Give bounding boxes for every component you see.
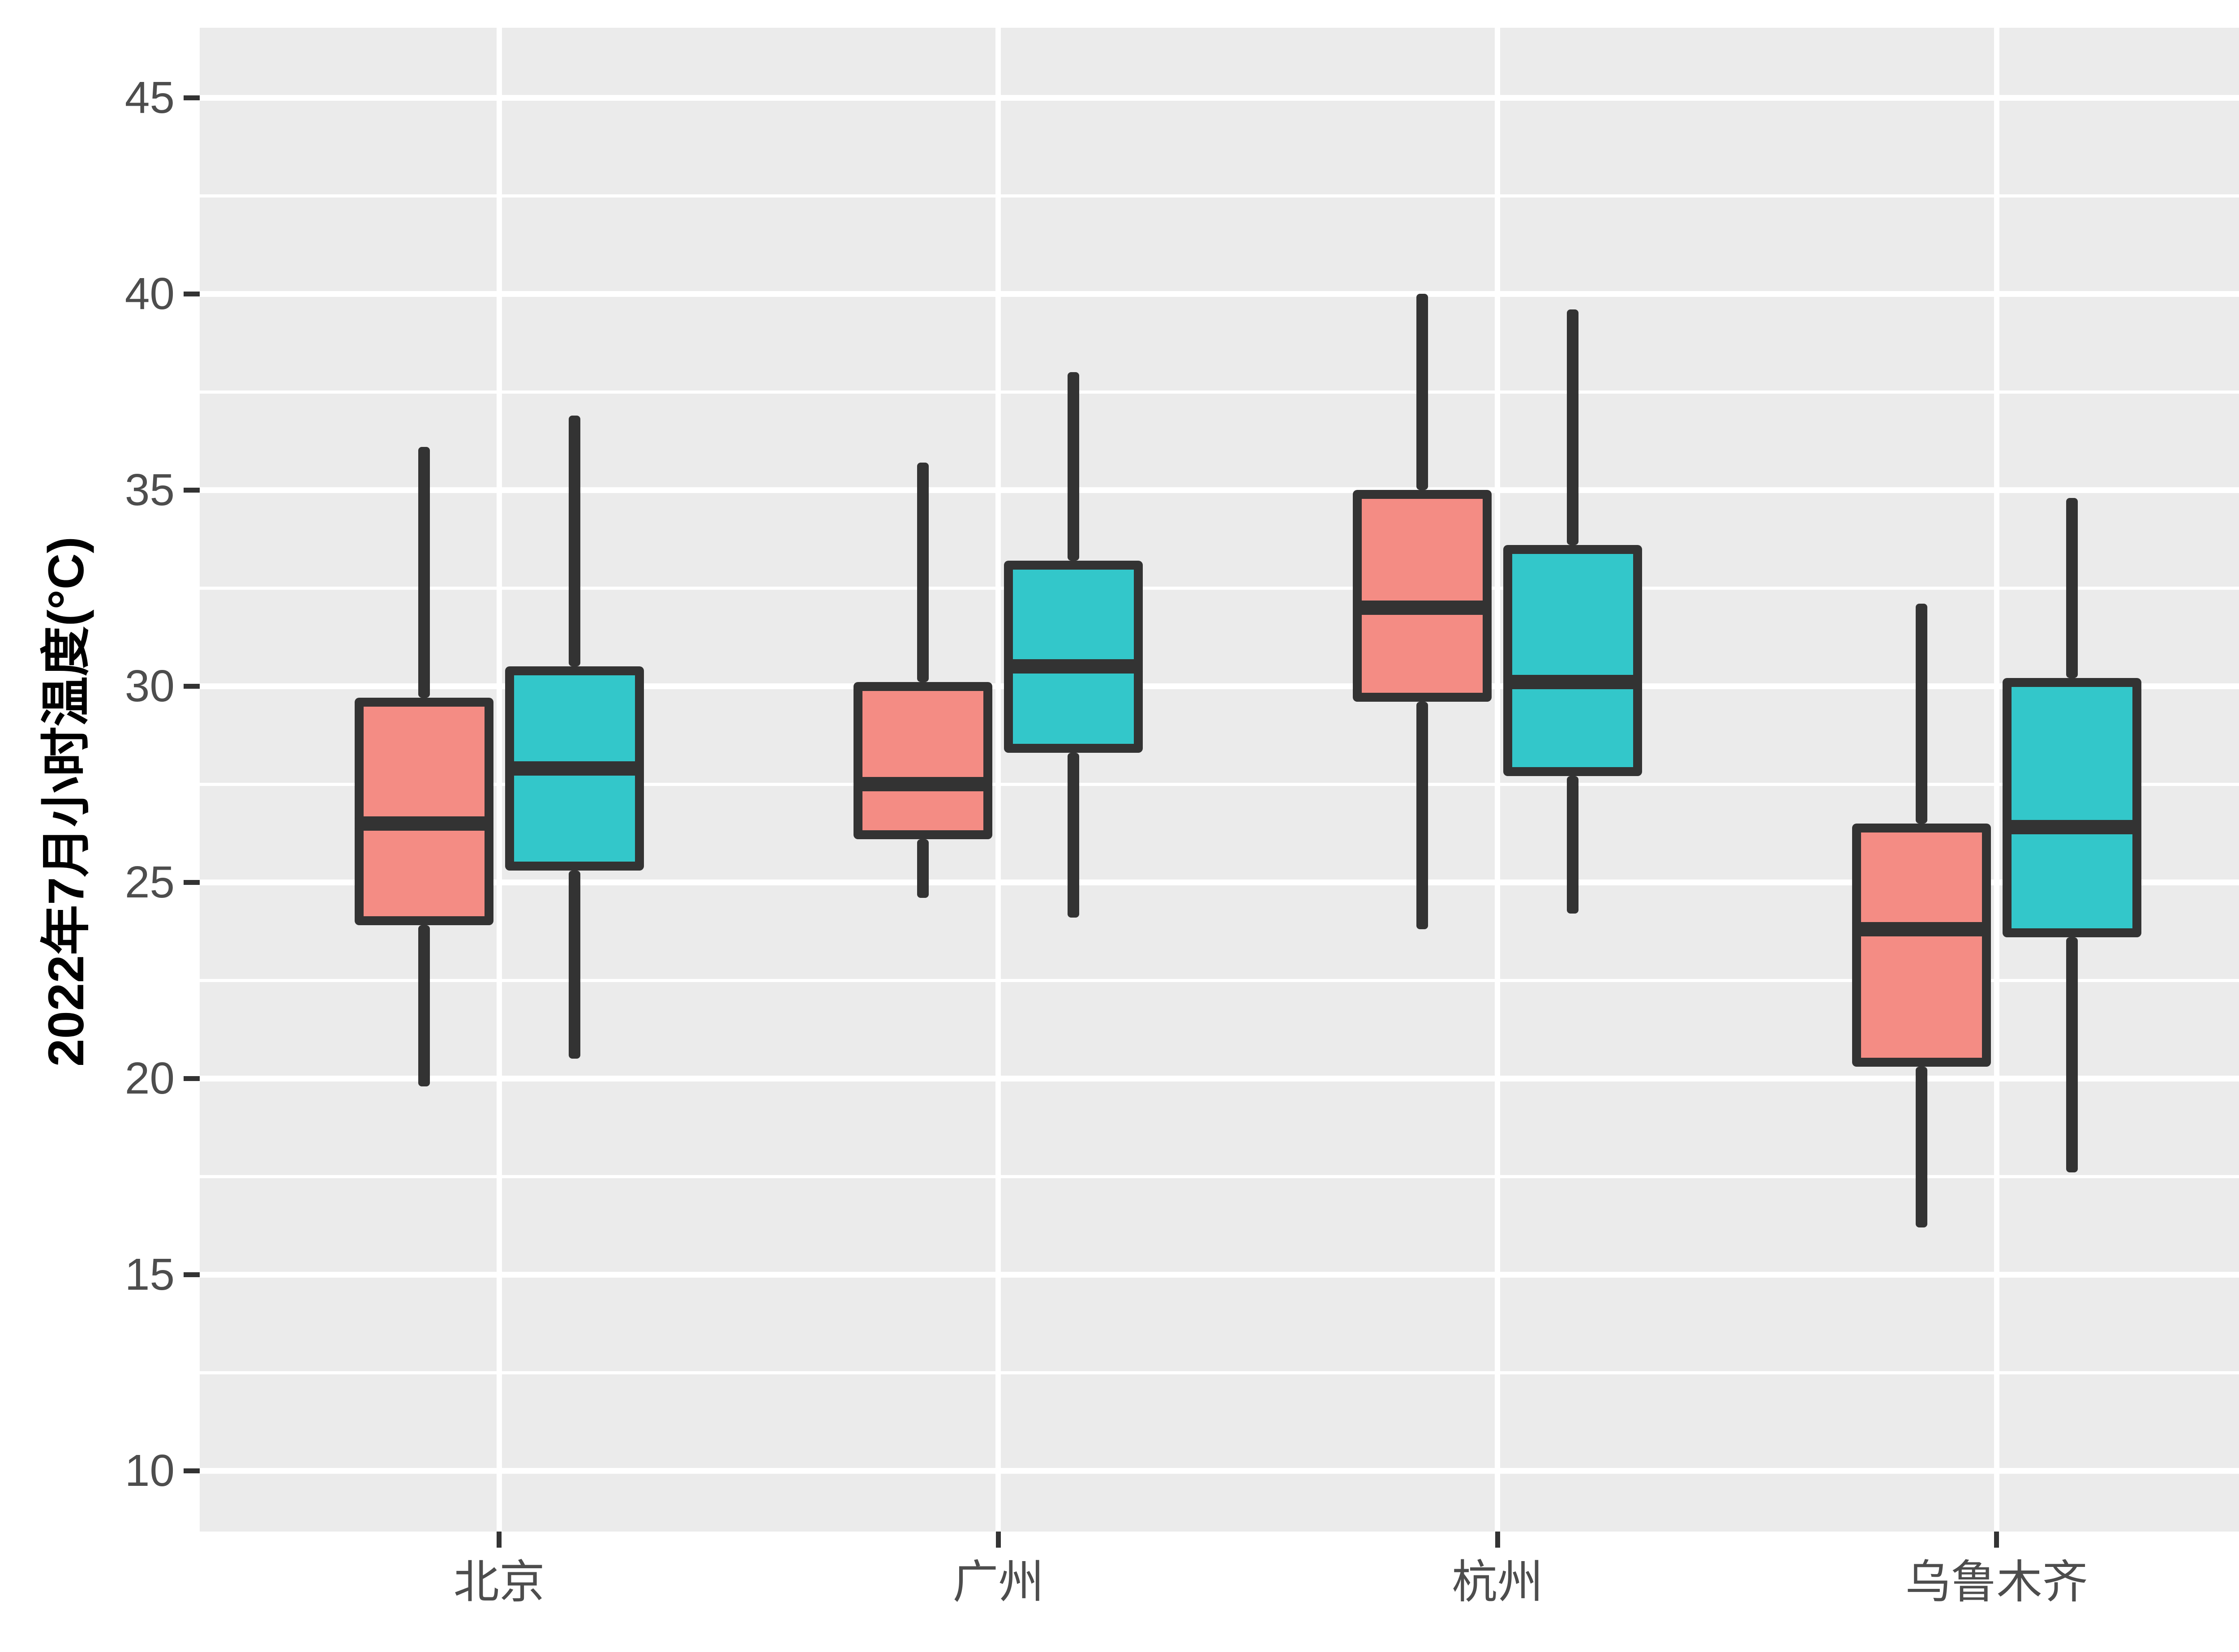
major-gridline-vertical bbox=[496, 28, 502, 1532]
y-tick-mark bbox=[184, 95, 200, 100]
major-gridline bbox=[200, 1271, 2239, 1278]
boxplot-lower-whisker bbox=[1068, 752, 1080, 918]
major-gridline-vertical bbox=[995, 28, 1001, 1532]
minor-gridline bbox=[200, 1175, 2239, 1178]
y-tick-label: 15 bbox=[124, 1249, 175, 1300]
major-gridline bbox=[200, 1075, 2239, 1081]
y-tick-label: 45 bbox=[124, 73, 175, 123]
boxplot-median-line bbox=[1353, 600, 1492, 615]
major-gridline bbox=[200, 291, 2239, 297]
boxplot-box bbox=[1852, 823, 1991, 1067]
minor-gridline bbox=[200, 978, 2239, 982]
x-tick-label: 乌鲁木齐 bbox=[1905, 1558, 2088, 1608]
boxplot-median-line bbox=[1503, 675, 1642, 690]
boxplot-box bbox=[1353, 490, 1492, 702]
minor-gridline bbox=[200, 586, 2239, 590]
y-axis-title: 2022年7月小时温度(°C) bbox=[38, 536, 94, 1067]
x-tick-label: 广州 bbox=[952, 1558, 1044, 1608]
boxplot-box bbox=[354, 698, 493, 926]
boxplot-median-line bbox=[1852, 922, 1991, 937]
boxplot-upper-whisker bbox=[568, 415, 580, 667]
y-tick-label: 35 bbox=[124, 465, 175, 515]
boxplot-lower-whisker bbox=[1416, 702, 1428, 930]
y-tick-label: 10 bbox=[124, 1446, 175, 1496]
y-tick-label: 40 bbox=[124, 269, 175, 319]
boxplot-lower-whisker bbox=[568, 870, 580, 1059]
y-tick-mark bbox=[184, 291, 200, 296]
boxplot-lower-whisker bbox=[1567, 776, 1578, 914]
x-tick-mark bbox=[995, 1532, 1001, 1548]
x-tick-label: 北京 bbox=[453, 1558, 545, 1608]
boxplot-median-line bbox=[1004, 659, 1143, 674]
y-tick-mark bbox=[184, 1272, 200, 1277]
y-tick-mark bbox=[184, 1076, 200, 1081]
boxplot-upper-whisker bbox=[1915, 604, 1927, 824]
boxplot-upper-whisker bbox=[1416, 294, 1428, 490]
boxplot-upper-whisker bbox=[917, 462, 929, 682]
boxplot-upper-whisker bbox=[2066, 498, 2078, 678]
boxplot-upper-whisker bbox=[418, 446, 430, 698]
boxplot-box bbox=[854, 682, 993, 839]
x-tick-mark bbox=[497, 1532, 502, 1548]
major-gridline bbox=[200, 94, 2239, 101]
x-tick-label: 杭州 bbox=[1452, 1558, 1543, 1608]
boxplot-lower-whisker bbox=[418, 925, 430, 1086]
boxplot-upper-whisker bbox=[1068, 372, 1080, 561]
x-tick-mark bbox=[1495, 1532, 1500, 1548]
minor-gridline bbox=[200, 194, 2239, 197]
major-gridline bbox=[200, 487, 2239, 493]
boxplot-box bbox=[1503, 545, 1642, 777]
y-tick-mark bbox=[184, 880, 200, 885]
major-gridline bbox=[200, 879, 2239, 885]
y-tick-label: 20 bbox=[124, 1053, 175, 1103]
major-gridline bbox=[200, 683, 2239, 689]
y-tick-label: 30 bbox=[124, 661, 175, 711]
minor-gridline bbox=[200, 782, 2239, 786]
x-tick-mark bbox=[1994, 1532, 1999, 1548]
boxplot-upper-whisker bbox=[1567, 309, 1578, 545]
y-tick-mark bbox=[184, 487, 200, 493]
minor-gridline bbox=[200, 390, 2239, 394]
y-tick-mark bbox=[184, 1468, 200, 1473]
boxplot-lower-whisker bbox=[2066, 937, 2078, 1173]
y-tick-mark bbox=[184, 683, 200, 689]
boxplot-median-line bbox=[854, 777, 993, 791]
major-gridline bbox=[200, 1467, 2239, 1474]
boxplot-lower-whisker bbox=[917, 839, 929, 898]
major-gridline-vertical bbox=[1495, 28, 1500, 1532]
boxplot-median-line bbox=[354, 816, 493, 831]
boxplot-median-line bbox=[2002, 820, 2141, 835]
boxplot-box bbox=[2002, 678, 2141, 937]
boxplot-box bbox=[1004, 560, 1143, 753]
major-gridline-vertical bbox=[1994, 28, 1999, 1532]
boxplot-lower-whisker bbox=[1915, 1066, 1927, 1227]
plot-panel bbox=[200, 28, 2239, 1532]
minor-gridline bbox=[200, 1371, 2239, 1374]
boxplot-median-line bbox=[505, 761, 644, 776]
y-tick-label: 25 bbox=[124, 857, 175, 907]
